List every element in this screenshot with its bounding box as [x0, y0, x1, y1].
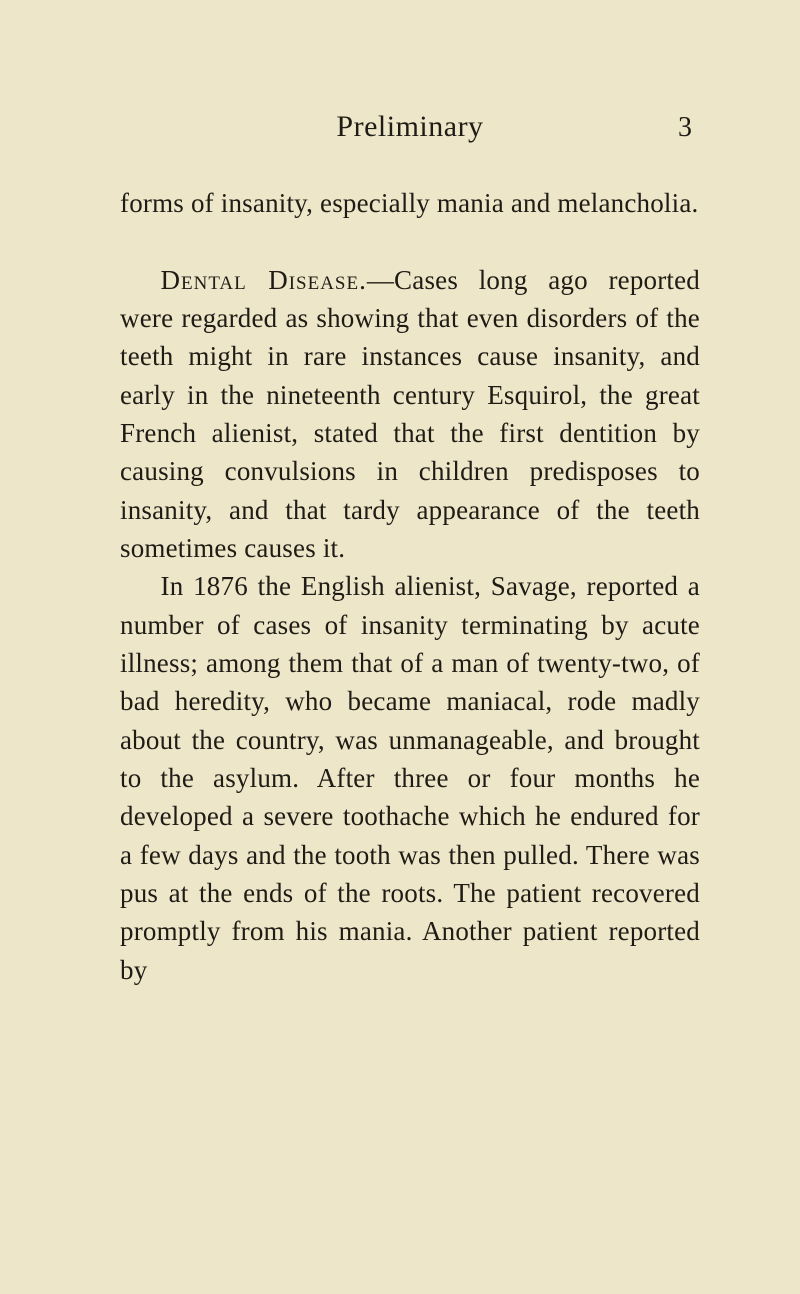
paragraph-continuation: forms of insanity, especially mania and …	[120, 184, 700, 222]
body-text: forms of insanity, especially mania and …	[120, 184, 700, 989]
paragraph-savage-1876: In 1876 the English alienist, Savage, re…	[120, 567, 700, 989]
paragraph-text: —Cases long ago reported were regarded a…	[120, 265, 700, 563]
page: Preliminary 3 forms of insanity, especia…	[0, 0, 800, 1294]
page-header: Preliminary 3	[120, 110, 700, 144]
page-number: 3	[662, 112, 692, 144]
section-lead: Dental Disease.	[161, 265, 367, 295]
running-head: Preliminary	[158, 110, 662, 144]
paragraph-dental-disease: Dental Disease.—Cases long ago reported …	[120, 261, 700, 568]
